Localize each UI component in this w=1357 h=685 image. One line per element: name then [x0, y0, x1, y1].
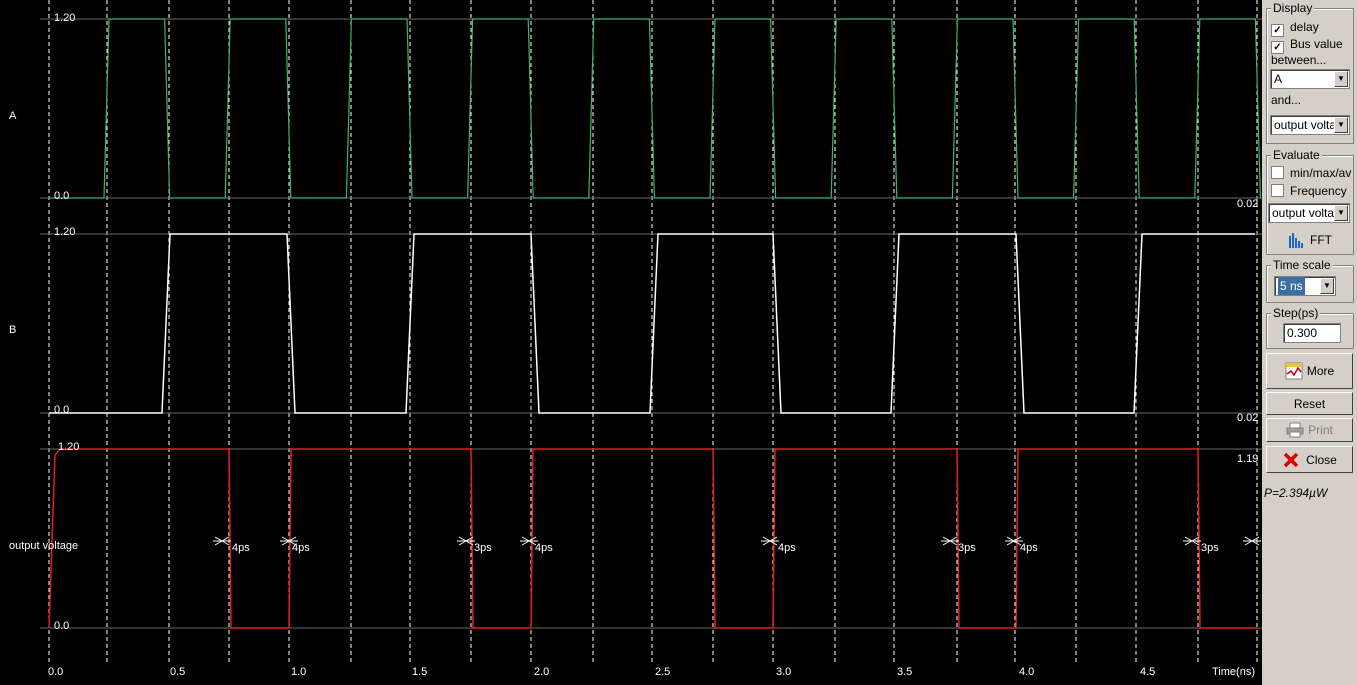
- step-group: Step(ps): [1266, 306, 1354, 349]
- signal-label-a: A: [9, 110, 17, 122]
- delay-label: 3ps: [474, 542, 492, 554]
- time-tick-label: 3.0: [776, 666, 792, 678]
- delay-label: 4ps: [1020, 542, 1038, 554]
- signal-label-b: B: [9, 324, 17, 336]
- signal-b-trace: [49, 233, 1255, 414]
- control-panel: Display ✓ delay ✓ Bus value between... A ▼ …: [1262, 0, 1357, 685]
- time-tick-label: 4.0: [1019, 666, 1035, 678]
- reset-button-label: Reset: [1293, 396, 1326, 411]
- time-axis-unit: Time(ns): [1212, 666, 1255, 678]
- waveform-plot: [40, 0, 1262, 665]
- time-tick-label: 1.5: [412, 666, 428, 678]
- display-group: Display ✓ delay ✓ Bus value between... A ▼ …: [1266, 1, 1354, 144]
- signal-a-trace: [49, 18, 1262, 199]
- and-label: and...: [1271, 93, 1302, 107]
- evaluate-group: Evaluate min/max/av Frequency output vol…: [1266, 148, 1354, 255]
- close-icon: [1283, 452, 1299, 467]
- step-input[interactable]: [1283, 323, 1341, 343]
- chevron-down-icon[interactable]: ▼: [1334, 71, 1348, 87]
- evaluate-target-value: output volta: [1272, 206, 1334, 220]
- chart-icon: [1285, 362, 1303, 380]
- frequency-checkbox[interactable]: Frequency: [1271, 184, 1347, 198]
- b-high-level: 1.20: [54, 226, 76, 238]
- output-high-level: 1.20: [58, 441, 80, 453]
- output-low-level: 0.0: [54, 620, 70, 632]
- frequency-checkbox-label: Frequency: [1290, 184, 1347, 198]
- timescale-group: Time scale 5 ns ▼: [1266, 258, 1354, 303]
- printer-icon: [1286, 422, 1304, 438]
- a-end-value: 0.02: [1237, 198, 1259, 210]
- evaluate-target-select[interactable]: output volta ▼: [1268, 203, 1350, 223]
- signal-label-output: output voltage: [9, 540, 79, 552]
- output-end-value: 1.19: [1237, 453, 1259, 465]
- power-readout: P=2.394µW: [1264, 486, 1328, 500]
- chevron-down-icon[interactable]: ▼: [1334, 205, 1348, 221]
- time-tick-label: 4.5: [1140, 666, 1156, 678]
- time-tick-label: 2.5: [655, 666, 671, 678]
- minmax-check-box[interactable]: [1271, 166, 1284, 179]
- timescale-group-title: Time scale: [1271, 258, 1333, 272]
- time-tick-label: 0.5: [170, 666, 186, 678]
- delay-label: 4ps: [778, 542, 796, 554]
- between-label: between...: [1271, 53, 1327, 67]
- timescale-select[interactable]: 5 ns ▼: [1274, 276, 1336, 296]
- frequency-check-box[interactable]: [1271, 184, 1284, 197]
- delay-label: 3ps: [958, 542, 976, 554]
- delay-label: 4ps: [292, 542, 310, 554]
- fft-icon: [1289, 233, 1303, 248]
- minmax-checkbox-label: min/max/av: [1290, 166, 1352, 180]
- more-button[interactable]: More: [1266, 353, 1353, 389]
- waveform-scope[interactable]: A B output voltage 1.20 0.0 0.02 1.20 0.…: [0, 0, 1262, 685]
- bus-value-checkbox[interactable]: ✓ Bus value: [1271, 37, 1343, 54]
- minmax-checkbox[interactable]: min/max/av: [1271, 166, 1351, 180]
- step-group-title: Step(ps): [1271, 306, 1321, 320]
- display-group-title: Display: [1271, 1, 1315, 15]
- delay-label: 3ps: [1201, 542, 1219, 554]
- more-button-label: More: [1306, 364, 1335, 378]
- print-button[interactable]: Print: [1266, 418, 1353, 442]
- a-low-level: 0.0: [54, 190, 70, 202]
- and-select-value: output volta: [1274, 118, 1334, 132]
- close-button-label: Close: [1306, 452, 1337, 467]
- close-button[interactable]: Close: [1266, 446, 1353, 473]
- bus-value-check-box[interactable]: ✓: [1271, 41, 1284, 54]
- delay-checkbox-label: delay: [1290, 20, 1319, 34]
- evaluate-group-title: Evaluate: [1271, 148, 1322, 162]
- bus-value-checkbox-label: Bus value: [1290, 37, 1343, 51]
- time-tick-label: 1.0: [291, 666, 307, 678]
- timescale-select-value: 5 ns: [1278, 277, 1305, 295]
- b-low-level: 0.0: [54, 404, 70, 416]
- between-select[interactable]: A ▼: [1270, 69, 1350, 89]
- fft-button-label: FFT: [1310, 233, 1332, 247]
- reset-button[interactable]: Reset: [1266, 392, 1353, 415]
- fft-button[interactable]: FFT: [1281, 230, 1339, 250]
- delay-checkbox[interactable]: ✓ delay: [1271, 20, 1319, 37]
- chevron-down-icon[interactable]: ▼: [1320, 278, 1334, 294]
- delay-label: 4ps: [232, 542, 250, 554]
- between-select-value: A: [1274, 72, 1283, 86]
- b-end-value: 0.02: [1237, 412, 1259, 424]
- output-voltage-trace: [48, 448, 1257, 629]
- delay-check-box[interactable]: ✓: [1271, 24, 1284, 37]
- a-high-level: 1.20: [54, 12, 76, 24]
- time-tick-label: 3.5: [897, 666, 913, 678]
- print-button-label: Print: [1308, 423, 1333, 437]
- delay-label: 4ps: [535, 542, 553, 554]
- chevron-down-icon[interactable]: ▼: [1334, 117, 1348, 133]
- time-tick-label: 0.0: [48, 666, 64, 678]
- and-select[interactable]: output volta ▼: [1270, 115, 1350, 135]
- time-tick-label: 2.0: [534, 666, 550, 678]
